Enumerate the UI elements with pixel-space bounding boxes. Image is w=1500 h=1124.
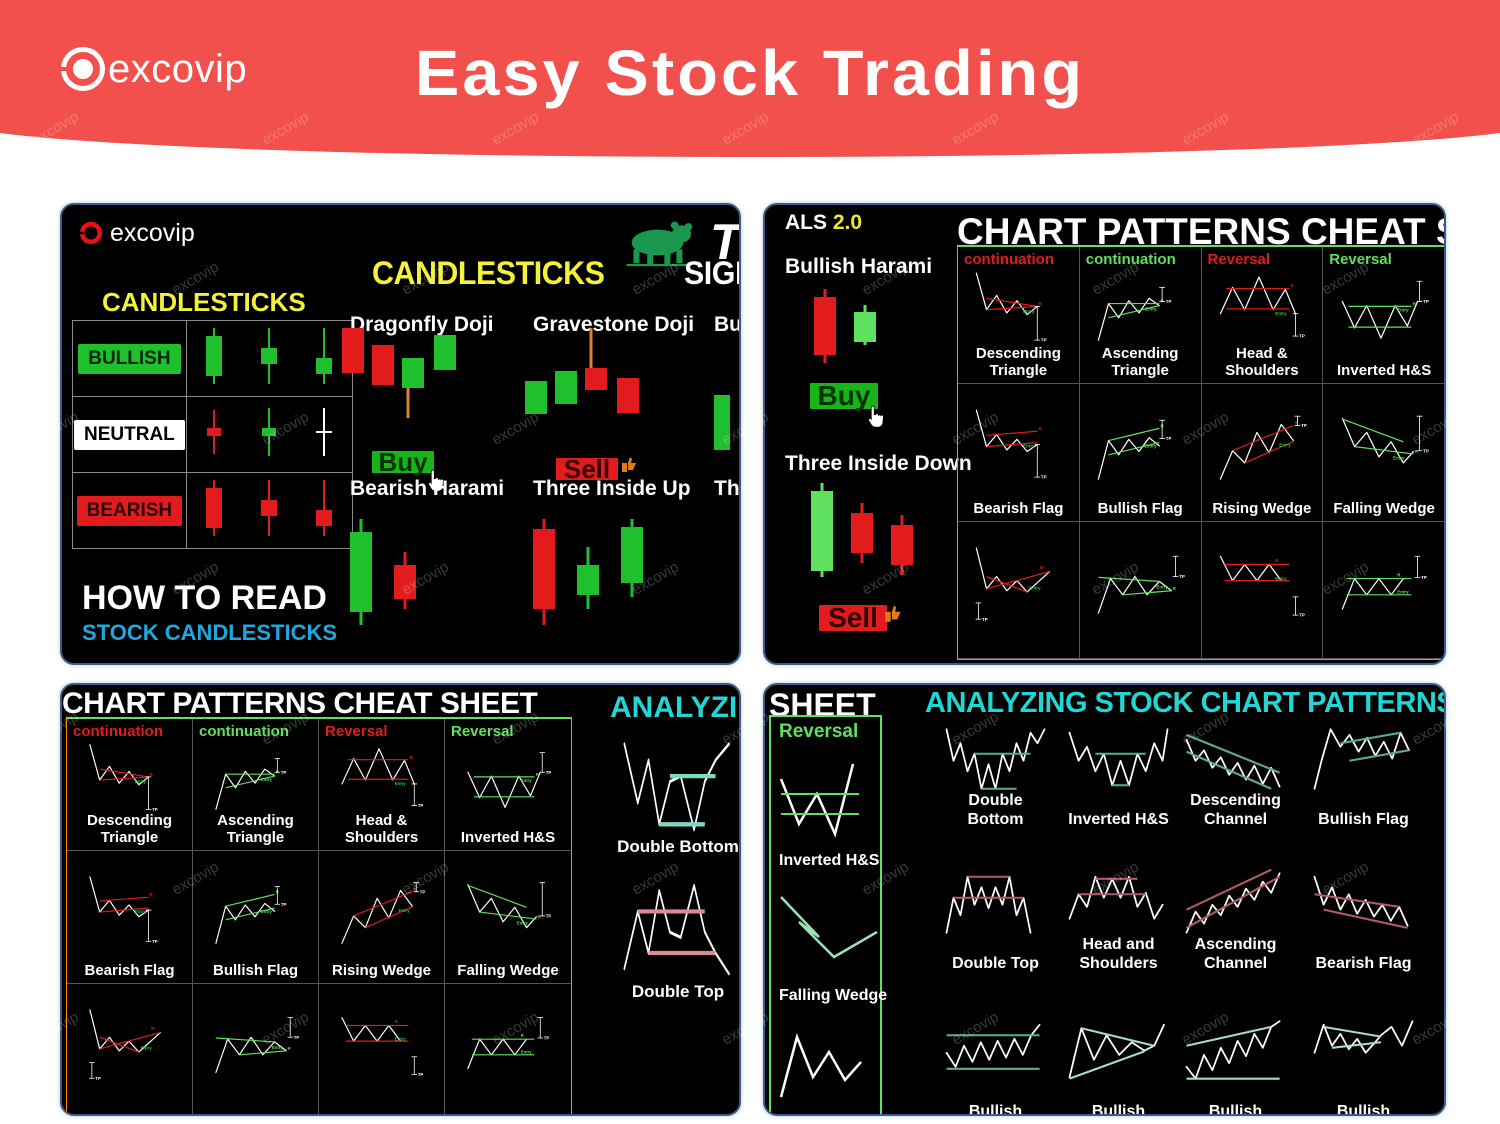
svg-text:TP: TP [95,1075,101,1080]
svg-text:Entry: Entry [1145,444,1157,449]
svg-text:TP: TP [280,770,286,775]
svg-text:Entry: Entry [1023,309,1035,314]
svg-text:R: R [1291,284,1295,289]
svg-text:R: R [275,890,279,895]
svg-text:Entry: Entry [1145,306,1157,311]
svg-text:TP: TP [419,890,425,895]
svg-text:TP: TP [544,1035,550,1040]
svg-text:Entry: Entry [1397,589,1409,594]
svg-text:TP: TP [1166,436,1172,441]
svg-text:TP: TP [1301,424,1307,429]
svg-text:TP: TP [1041,475,1047,480]
svg-text:TP: TP [1423,449,1429,454]
svg-text:R: R [1039,427,1043,432]
svg-text:TP: TP [417,803,423,808]
svg-text:R: R [1397,572,1401,577]
svg-text:Entry: Entry [1393,456,1405,461]
svg-text:R: R [521,1033,525,1038]
svg-text:TP: TP [152,807,158,812]
svg-text:TP: TP [1299,612,1305,617]
svg-text:R: R [1041,565,1045,570]
svg-text:Entry: Entry [1157,584,1169,589]
svg-text:Entry: Entry [1275,575,1287,580]
svg-text:TP: TP [293,1034,299,1039]
svg-text:Entry: Entry [260,909,272,914]
svg-text:Entry: Entry [1023,444,1035,449]
svg-text:R: R [287,1046,291,1051]
svg-text:TP: TP [546,914,552,919]
svg-text:Entry: Entry [1030,585,1042,590]
svg-text:R: R [413,887,417,892]
svg-text:R: R [538,915,542,920]
svg-text:R: R [149,772,153,777]
svg-text:TP: TP [982,616,988,621]
svg-text:TP: TP [152,939,158,944]
svg-text:R: R [1173,586,1177,591]
svg-text:TP: TP [1423,299,1429,304]
svg-text:Entry: Entry [134,909,146,914]
svg-text:TP: TP [417,1072,423,1077]
svg-text:R: R [1275,558,1279,563]
svg-text:Entry: Entry [134,779,146,784]
svg-text:TP: TP [1166,299,1172,304]
svg-text:Entry: Entry [1279,443,1291,448]
svg-text:TP: TP [1299,334,1305,339]
svg-text:Entry: Entry [398,908,410,913]
svg-text:TP: TP [1179,574,1185,579]
svg-text:Entry: Entry [1397,308,1409,313]
svg-text:R: R [149,893,153,898]
svg-text:Entry: Entry [521,1049,533,1054]
svg-text:Entry: Entry [521,778,533,783]
svg-text:TP: TP [1041,338,1047,343]
svg-text:TP: TP [280,902,286,907]
svg-text:TP: TP [546,770,552,775]
svg-text:R: R [394,1019,398,1024]
svg-text:Entry: Entry [394,1036,406,1041]
svg-text:R: R [1415,449,1419,454]
svg-text:TP: TP [1421,575,1427,580]
svg-text:R: R [1295,421,1299,426]
svg-text:R: R [151,1026,155,1031]
svg-text:Entry: Entry [394,781,406,786]
svg-text:Entry: Entry [517,921,529,926]
svg-text:Entry: Entry [271,1045,283,1050]
svg-text:Entry: Entry [1275,311,1287,316]
svg-text:Entry: Entry [140,1045,152,1050]
svg-text:Entry: Entry [260,777,272,782]
svg-text:R: R [409,755,413,760]
svg-text:R: R [1039,302,1043,307]
